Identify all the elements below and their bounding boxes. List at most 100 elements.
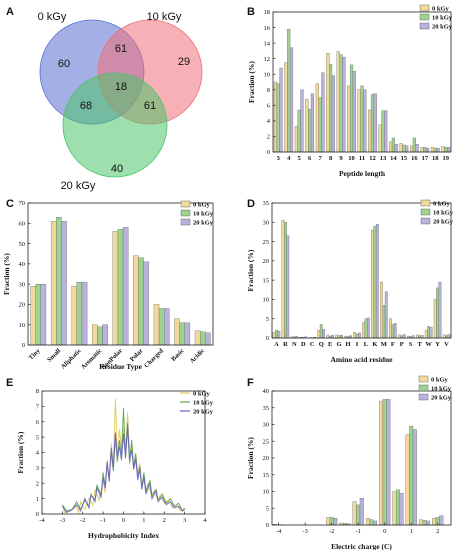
B-ytick-label: 2	[267, 134, 270, 141]
bar-B	[342, 56, 346, 153]
F-legend-label: 20 kGy	[431, 395, 452, 402]
bar-B	[352, 70, 356, 153]
bar-D	[355, 333, 359, 339]
bar-C	[133, 255, 139, 346]
E-ytick-label: 3	[36, 465, 39, 472]
bar-B	[287, 28, 291, 153]
bar-C	[97, 326, 103, 346]
D-ytick-label: 0	[266, 335, 269, 342]
bar-B	[405, 145, 409, 153]
bar-F	[418, 519, 423, 526]
bar-C	[199, 331, 206, 346]
bar-B	[347, 85, 351, 153]
bar-D	[375, 224, 379, 339]
bar-F	[399, 492, 404, 526]
E-xlabel: Hydrophobicity Index	[88, 531, 159, 540]
bar-F	[333, 518, 338, 526]
bar-D	[389, 318, 392, 339]
panel-letter-F: F	[247, 377, 254, 389]
B-ytick-label: 14	[264, 40, 271, 47]
C-ytick-label: 70	[19, 200, 26, 207]
bar-B	[378, 124, 382, 153]
bar-C	[153, 304, 160, 346]
bar-B	[326, 53, 330, 153]
bar-D	[322, 329, 325, 339]
bar-D	[317, 330, 321, 339]
D-legend-swatch	[420, 217, 431, 225]
bar-B	[308, 109, 312, 153]
C-ytick-label: 10	[19, 322, 26, 329]
bar-B	[363, 89, 367, 153]
B-ytick-label: 6	[267, 103, 271, 110]
F-ytick-label: 35	[263, 405, 270, 412]
F-ytick-label: 15	[263, 472, 270, 479]
bar-D	[429, 327, 433, 339]
B-xtick-label: 18	[432, 155, 439, 162]
F-xtick-label: -4	[276, 528, 282, 535]
venn-region-only_10: 29	[178, 56, 190, 68]
bar-F	[426, 520, 431, 526]
E-legend-label: 0 kGy	[193, 391, 211, 398]
bar-D	[424, 330, 428, 339]
bar-D	[366, 317, 370, 339]
B-ytick-label: 8	[267, 87, 270, 94]
series-line-1	[61, 407, 186, 512]
B-legend-label: 10 kGy	[432, 15, 453, 22]
bar-D	[373, 225, 377, 339]
F-legend-swatch	[418, 375, 429, 383]
bar-B	[329, 63, 333, 153]
B-xtick-label: 9	[339, 155, 343, 162]
bar-B	[415, 144, 419, 153]
bar-C	[194, 330, 201, 346]
C-ytick-label: 30	[19, 281, 26, 288]
B-legend-label: 20 kGy	[432, 24, 453, 31]
bar-D	[331, 335, 334, 339]
D-ytick-label: 35	[263, 200, 270, 207]
D-ylabel: Fraction (%)	[246, 249, 255, 291]
D-xtick-label: C	[310, 341, 315, 348]
B-ytick-label: 16	[264, 25, 271, 32]
E-xtick-label: -2	[80, 517, 85, 524]
bar-D	[442, 334, 446, 339]
bar-D	[319, 324, 323, 339]
bar-D	[277, 330, 281, 339]
bar-C	[61, 221, 67, 346]
bar-C	[158, 308, 165, 346]
D-ytick-label: 25	[263, 239, 270, 246]
bar-B	[357, 89, 361, 153]
B-plot-frame	[272, 11, 452, 153]
bar-B	[436, 147, 440, 153]
F-ytick-label: 30	[263, 422, 270, 429]
bar-D	[272, 332, 276, 339]
bar-B	[321, 72, 325, 153]
B-ytick-label: 12	[264, 56, 271, 63]
C-ytick-label: 50	[19, 241, 26, 248]
bar-C	[30, 285, 36, 346]
bar-B	[349, 64, 354, 153]
bar-B	[391, 137, 395, 153]
E-xtick-label: 1	[142, 517, 145, 524]
bar-D	[438, 281, 442, 339]
D-xtick-label: K	[372, 341, 377, 348]
bar-C	[56, 217, 62, 346]
E-ytick-label: 1	[36, 496, 39, 503]
bar-F	[405, 434, 410, 526]
C-xtick-label: Polar	[129, 347, 145, 363]
D-ytick-label: 20	[263, 258, 270, 265]
E-xtick-label: 3	[183, 517, 186, 524]
B-xtick-label: 7	[318, 155, 322, 162]
bar-B	[423, 147, 427, 153]
B-xtick-label: 4	[287, 155, 291, 162]
venn-region-0_20: 68	[80, 100, 92, 112]
C-ytick-label: 20	[19, 302, 26, 309]
D-xtick-label: Q	[319, 341, 324, 348]
bar-B	[389, 141, 393, 153]
D-xtick-label: F	[391, 341, 395, 348]
D-xtick-label: W	[425, 341, 432, 348]
venn-region-0_10: 61	[115, 43, 127, 55]
bar-B	[331, 75, 335, 153]
chart-D: A R N D C Q E G H I L K M F P S T W Y V05101520253035Fracti…	[246, 199, 454, 364]
bar-D	[398, 334, 401, 339]
bar-C	[143, 261, 149, 346]
